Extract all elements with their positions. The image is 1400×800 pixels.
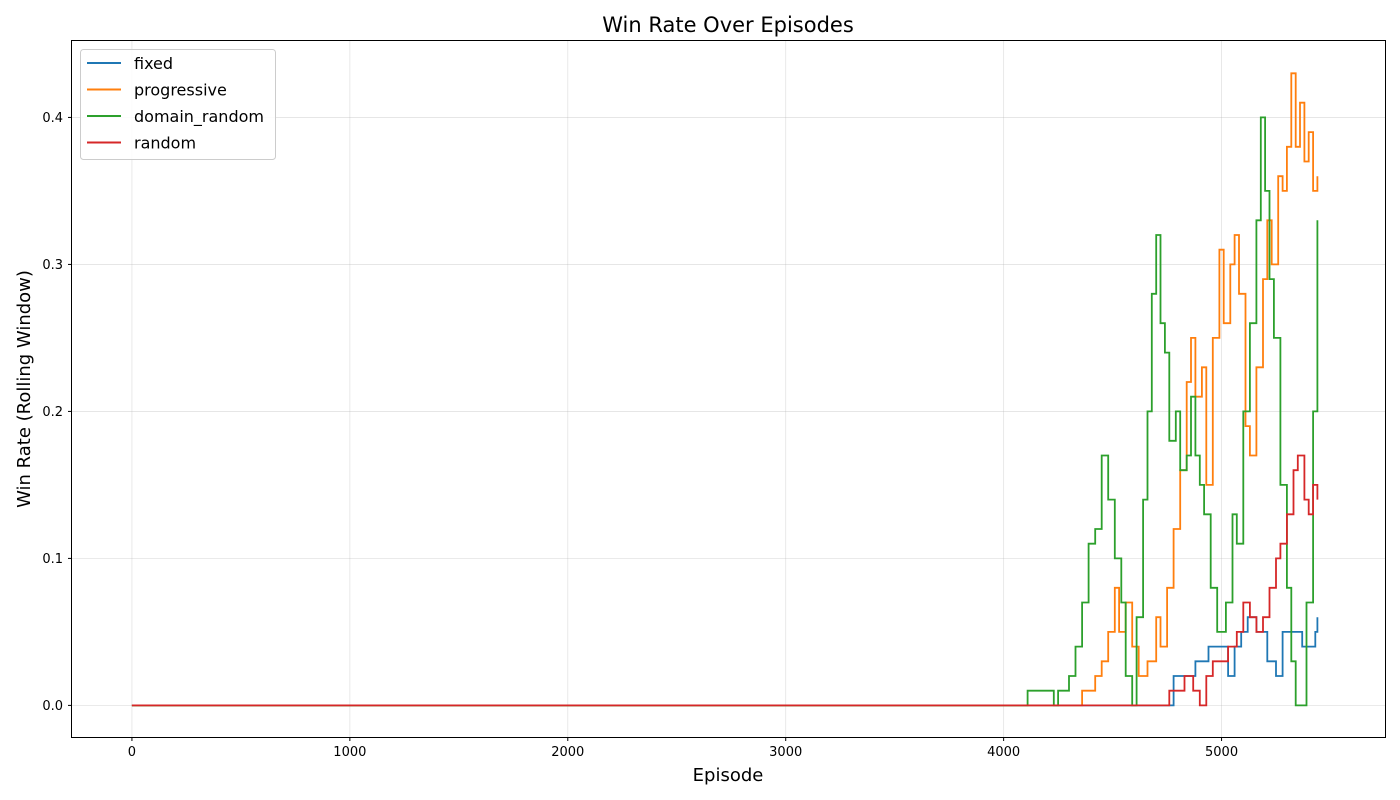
x-axis: 0 1000 2000 3000 4000 5000 [128,737,1238,760]
plot-frame [71,40,1386,738]
legend-label-progressive: progressive [134,81,227,100]
legend-box [80,49,276,160]
x-tick-label: 3000 [769,745,802,760]
y-axis-title: Win Rate (Rolling Window) [14,270,35,508]
legend-label-random: random [134,134,196,153]
series-line-progressive [131,72,1319,707]
chart-title: Win Rate Over Episodes [602,13,854,37]
x-axis-title: Episode [693,765,764,786]
x-tick-label: 4000 [987,745,1020,760]
x-tick-label: 2000 [551,745,584,760]
y-tick-label: 0.0 [42,699,63,714]
x-tick-label: 1000 [333,745,366,760]
y-axis: 0.0 0.1 0.2 0.3 0.4 [42,111,72,714]
legend-label-fixed: fixed [134,54,173,73]
y-tick-label: 0.1 [42,552,63,567]
y-tick-label: 0.4 [42,111,63,126]
series-line-fixed [131,616,1319,707]
y-tick-label: 0.3 [42,258,63,273]
series-layer [131,72,1319,707]
legend-label-domain-random: domain_random [134,107,264,127]
series-line-domain-random [131,116,1319,707]
y-tick-label: 0.2 [42,405,63,420]
series-line-random [131,454,1319,707]
x-tick-label: 0 [128,745,136,760]
x-tick-label: 5000 [1205,745,1238,760]
